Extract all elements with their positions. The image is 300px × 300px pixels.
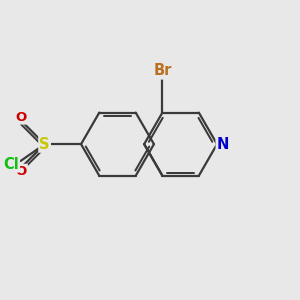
Text: S: S — [39, 137, 50, 152]
Text: Cl: Cl — [3, 157, 19, 172]
Text: O: O — [16, 165, 27, 178]
Text: O: O — [16, 110, 27, 124]
Text: Br: Br — [153, 63, 172, 78]
Text: N: N — [217, 137, 229, 152]
